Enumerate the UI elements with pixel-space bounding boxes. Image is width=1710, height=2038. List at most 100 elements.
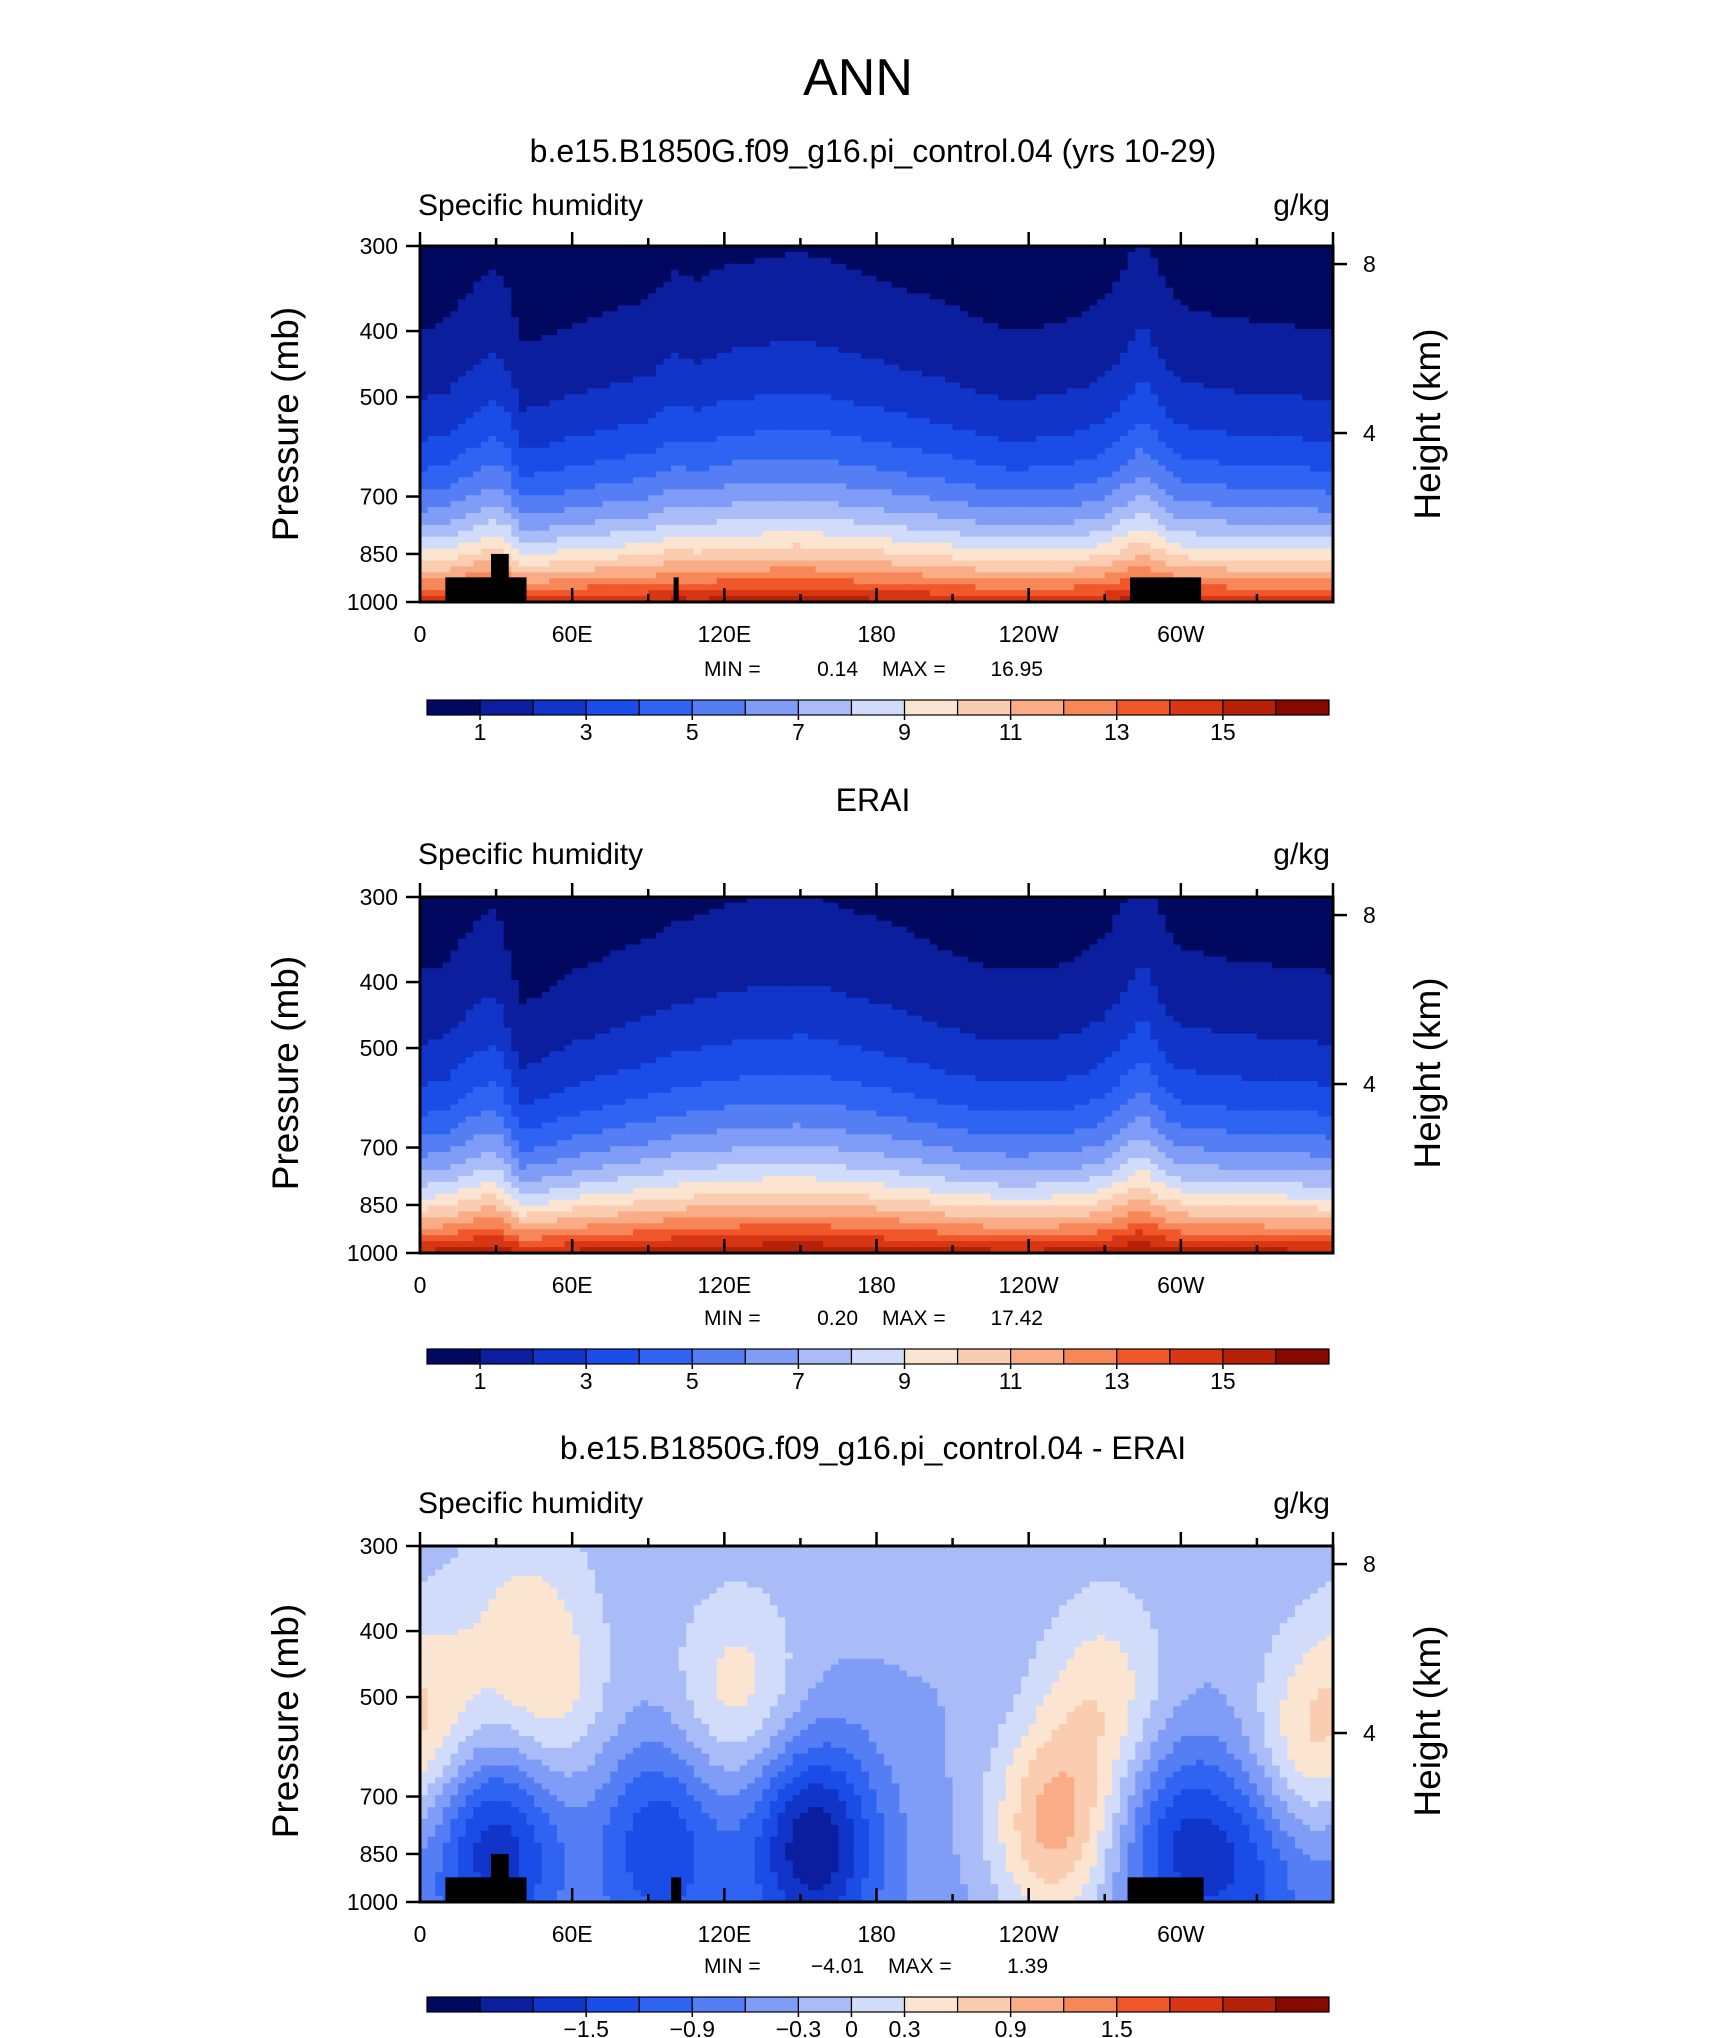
heatmap-cell [709, 257, 718, 265]
heatmap-cell [671, 340, 680, 348]
heatmap-cell [846, 548, 855, 556]
heatmap-cell [975, 418, 984, 425]
heatmap-cell [830, 530, 840, 538]
heatmap-cell [922, 275, 931, 283]
heatmap-cell [503, 352, 512, 360]
heatmap-cell [884, 275, 893, 283]
heatmap-cell [914, 257, 923, 265]
heatmap-cell [937, 495, 946, 502]
heatmap-cell [944, 447, 954, 455]
heatmap-cell [1021, 346, 1030, 354]
heatmap-cell [1043, 578, 1053, 585]
heatmap-cell [762, 501, 771, 508]
heatmap-cell [541, 317, 550, 324]
heatmap-cell [853, 578, 862, 585]
heatmap-cell [420, 257, 429, 265]
heatmap-cell [587, 281, 596, 289]
heatmap-cell [952, 412, 961, 419]
heatmap-cell [640, 566, 649, 573]
heatmap-cell [914, 382, 923, 389]
heatmap-cell [724, 293, 733, 300]
heatmap-cell [671, 376, 680, 384]
heatmap-cell [990, 489, 999, 496]
heatmap-cell [594, 305, 604, 312]
heatmap-cell [503, 246, 512, 253]
heatmap-cell [785, 263, 794, 271]
heatmap-cell [754, 305, 763, 312]
heatmap-cell [891, 483, 900, 490]
heatmap-cell [731, 424, 741, 431]
heatmap-cell [998, 305, 1007, 312]
heatmap-cell [640, 358, 649, 366]
heatmap-cell [769, 346, 779, 354]
heatmap-cell [1043, 269, 1053, 277]
heatmap-cell [556, 346, 566, 354]
heatmap-cell [556, 483, 566, 490]
heatmap-cell [686, 275, 695, 283]
heatmap-cell [861, 352, 870, 360]
heatmap-cell [731, 441, 741, 449]
heatmap-cell [488, 257, 497, 265]
heatmap-cell [808, 335, 817, 342]
heatmap-cell [693, 483, 703, 490]
heatmap-cell [693, 335, 703, 342]
heatmap-cell [427, 524, 436, 532]
heatmap-cell [922, 263, 931, 271]
heatmap-cell [830, 548, 840, 556]
heatmap-cell [1013, 536, 1022, 544]
heatmap-cell [473, 501, 482, 508]
heatmap-cell [747, 483, 756, 490]
heatmap-cell [671, 287, 680, 295]
heatmap-cell [587, 335, 596, 342]
heatmap-cell [929, 370, 938, 378]
heatmap-cell [769, 578, 779, 585]
heatmap-cell [458, 524, 467, 532]
heatmap-cell [420, 246, 429, 253]
heatmap-cell [853, 572, 862, 579]
heatmap-cell [579, 554, 588, 562]
heatmap-cell [564, 572, 573, 579]
heatmap-cell [541, 346, 550, 354]
heatmap-cell [435, 323, 444, 330]
heatmap-cell [777, 335, 786, 342]
heatmap-cell [1021, 566, 1030, 573]
heatmap-cell [610, 453, 619, 461]
heatmap-cell [587, 424, 596, 431]
heatmap-cell [823, 447, 832, 455]
heatmap-cell [739, 447, 748, 455]
heatmap-cell [800, 513, 809, 520]
heatmap-cell [655, 311, 665, 318]
heatmap-cell [427, 590, 436, 597]
heatmap-cell [435, 489, 444, 496]
heatmap-cell [960, 477, 969, 484]
heatmap-cell [785, 394, 794, 401]
heatmap-cell [572, 447, 581, 455]
heatmap-cell [709, 524, 718, 532]
heatmap-cell [838, 251, 847, 259]
heatmap-cell [868, 465, 878, 473]
heatmap-cell [678, 524, 687, 532]
heatmap-cell [990, 554, 999, 562]
heatmap-cell [884, 382, 893, 389]
heatmap-cell [967, 382, 977, 389]
heatmap-cell [952, 400, 961, 407]
heatmap-cell [686, 424, 695, 431]
heatmap-cell [1036, 329, 1045, 336]
heatmap-cell [640, 530, 649, 538]
heatmap-cell [914, 269, 923, 277]
heatmap-cell [861, 263, 870, 271]
heatmap-cell [868, 388, 878, 395]
heatmap-cell [861, 364, 870, 372]
heatmap-cell [693, 400, 703, 407]
heatmap-cell [594, 257, 604, 265]
heatmap-cell [572, 489, 581, 496]
heatmap-cell [465, 335, 474, 342]
heatmap-cell [731, 246, 741, 253]
heatmap-cell [922, 358, 931, 366]
heatmap-cell [815, 299, 824, 306]
heatmap-cell [754, 518, 763, 526]
heatmap-cell [648, 435, 657, 443]
heatmap-cell [724, 317, 733, 324]
heatmap-cell [792, 299, 802, 306]
heatmap-cell [503, 299, 512, 306]
